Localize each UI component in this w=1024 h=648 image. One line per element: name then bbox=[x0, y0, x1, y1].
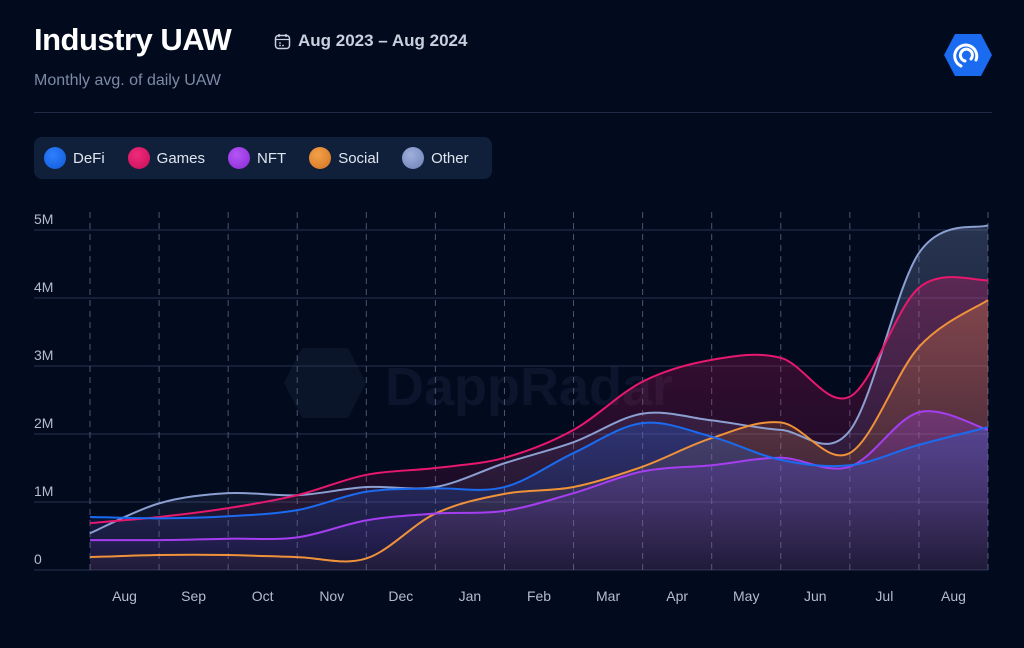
series-line-defi bbox=[89, 421, 989, 520]
header-divider bbox=[34, 112, 992, 113]
x-tick-label: Aug bbox=[112, 588, 137, 604]
legend-swatch bbox=[44, 147, 66, 169]
series-line-games bbox=[89, 276, 989, 525]
series-line-other bbox=[89, 224, 989, 535]
legend-swatch bbox=[309, 147, 332, 169]
x-tick-label: Oct bbox=[252, 588, 274, 604]
x-tick-label: Jan bbox=[459, 588, 482, 604]
chart-title: Industry UAW bbox=[34, 22, 232, 57]
x-tick-label: May bbox=[733, 588, 759, 604]
legend-label: Social bbox=[338, 149, 380, 167]
y-tick-label: 0 bbox=[34, 551, 42, 567]
legend-label: Other bbox=[431, 149, 469, 167]
chart-subtitle: Monthly avg. of daily UAW bbox=[34, 72, 222, 89]
x-tick-label: Sep bbox=[181, 588, 206, 604]
y-tick-label: 5M bbox=[34, 211, 53, 227]
x-tick-label: Aug bbox=[941, 588, 966, 604]
x-tick-label: Jul bbox=[875, 588, 893, 604]
x-tick-label: Mar bbox=[596, 588, 620, 604]
x-tick-label: Dec bbox=[388, 588, 413, 604]
legend-item-nft[interactable]: NFT bbox=[228, 147, 286, 169]
legend-swatch bbox=[127, 147, 150, 169]
legend-swatch bbox=[228, 147, 251, 169]
y-tick-label: 1M bbox=[34, 483, 53, 499]
series-line-social bbox=[89, 299, 989, 563]
legend-item-defi[interactable]: DeFi bbox=[44, 147, 105, 169]
x-tick-label: Jun bbox=[804, 588, 827, 604]
x-tick-label: Feb bbox=[527, 588, 551, 604]
legend-label: Games bbox=[156, 149, 206, 167]
y-tick-label: 4M bbox=[34, 279, 53, 295]
legend-item-games[interactable]: Games bbox=[127, 147, 206, 169]
y-tick-label: 3M bbox=[34, 347, 53, 363]
y-tick-label: 2M bbox=[34, 415, 53, 431]
x-tick-label: Apr bbox=[666, 588, 688, 604]
legend-item-social[interactable]: Social bbox=[309, 147, 379, 169]
legend-label: DeFi bbox=[73, 149, 105, 167]
chart-legend: DeFi Games NFT Social Other bbox=[34, 137, 492, 179]
date-range-text: Aug 2023 – Aug 2024 bbox=[298, 31, 468, 50]
date-range[interactable]: Aug 2023 – Aug 2024 bbox=[274, 31, 467, 51]
legend-item-other[interactable]: Other bbox=[402, 147, 469, 169]
legend-label: NFT bbox=[257, 149, 287, 167]
calendar-icon bbox=[274, 33, 291, 49]
dappradar-logo-icon[interactable] bbox=[943, 33, 993, 77]
legend-swatch bbox=[402, 147, 425, 169]
series-line-nft bbox=[89, 410, 989, 542]
x-tick-label: Nov bbox=[319, 588, 344, 604]
